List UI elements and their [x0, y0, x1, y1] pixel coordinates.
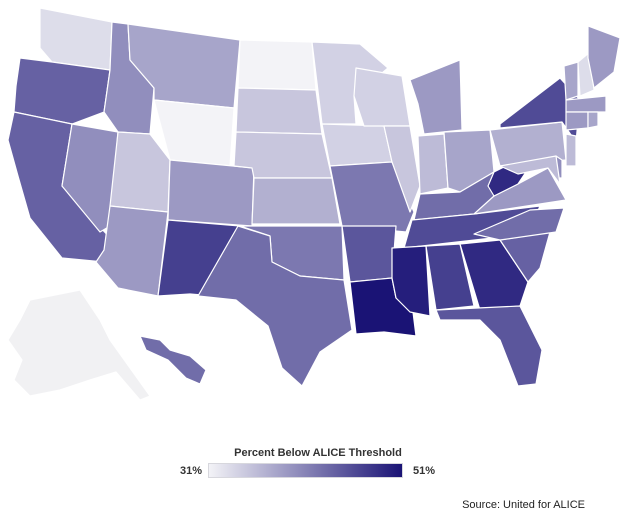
state-mi: [409, 59, 463, 135]
state-al: [425, 243, 475, 311]
state-ar: [341, 225, 397, 283]
states-layer: [7, 7, 621, 401]
state-ia: [321, 123, 393, 167]
state-ct: [565, 111, 589, 131]
state-wa: [39, 7, 113, 71]
state-ma: [565, 95, 607, 113]
state-ak: [7, 289, 151, 401]
state-ks: [251, 177, 341, 225]
state-nd: [237, 39, 317, 91]
state-vt: [563, 61, 579, 101]
state-mo: [329, 161, 415, 233]
source-note: Source: United for ALICE: [462, 499, 585, 511]
state-co: [167, 159, 255, 227]
legend-max-label: 51%: [413, 465, 436, 477]
state-md: [499, 155, 561, 185]
state-il: [383, 125, 421, 213]
state-or: [13, 57, 111, 125]
state-nc: [473, 207, 565, 241]
legend-min-label: 31%: [180, 465, 203, 477]
state-nj: [565, 133, 577, 167]
state-fl: [435, 305, 543, 387]
us-choropleth-map: [7, 7, 621, 401]
state-hi: [139, 335, 207, 385]
map-svg: [7, 7, 621, 401]
state-ut: [109, 131, 171, 213]
legend: Percent Below ALICE Threshold 31% 51%: [168, 447, 448, 481]
state-ri: [587, 111, 599, 129]
state-me: [587, 25, 621, 89]
legend-title: Percent Below ALICE Threshold: [234, 447, 402, 459]
state-sd: [235, 87, 323, 135]
legend-gradient-bar: [208, 463, 403, 478]
state-in: [417, 133, 449, 195]
state-wi: [353, 67, 411, 127]
state-tx: [197, 225, 353, 387]
state-nv: [61, 123, 119, 233]
